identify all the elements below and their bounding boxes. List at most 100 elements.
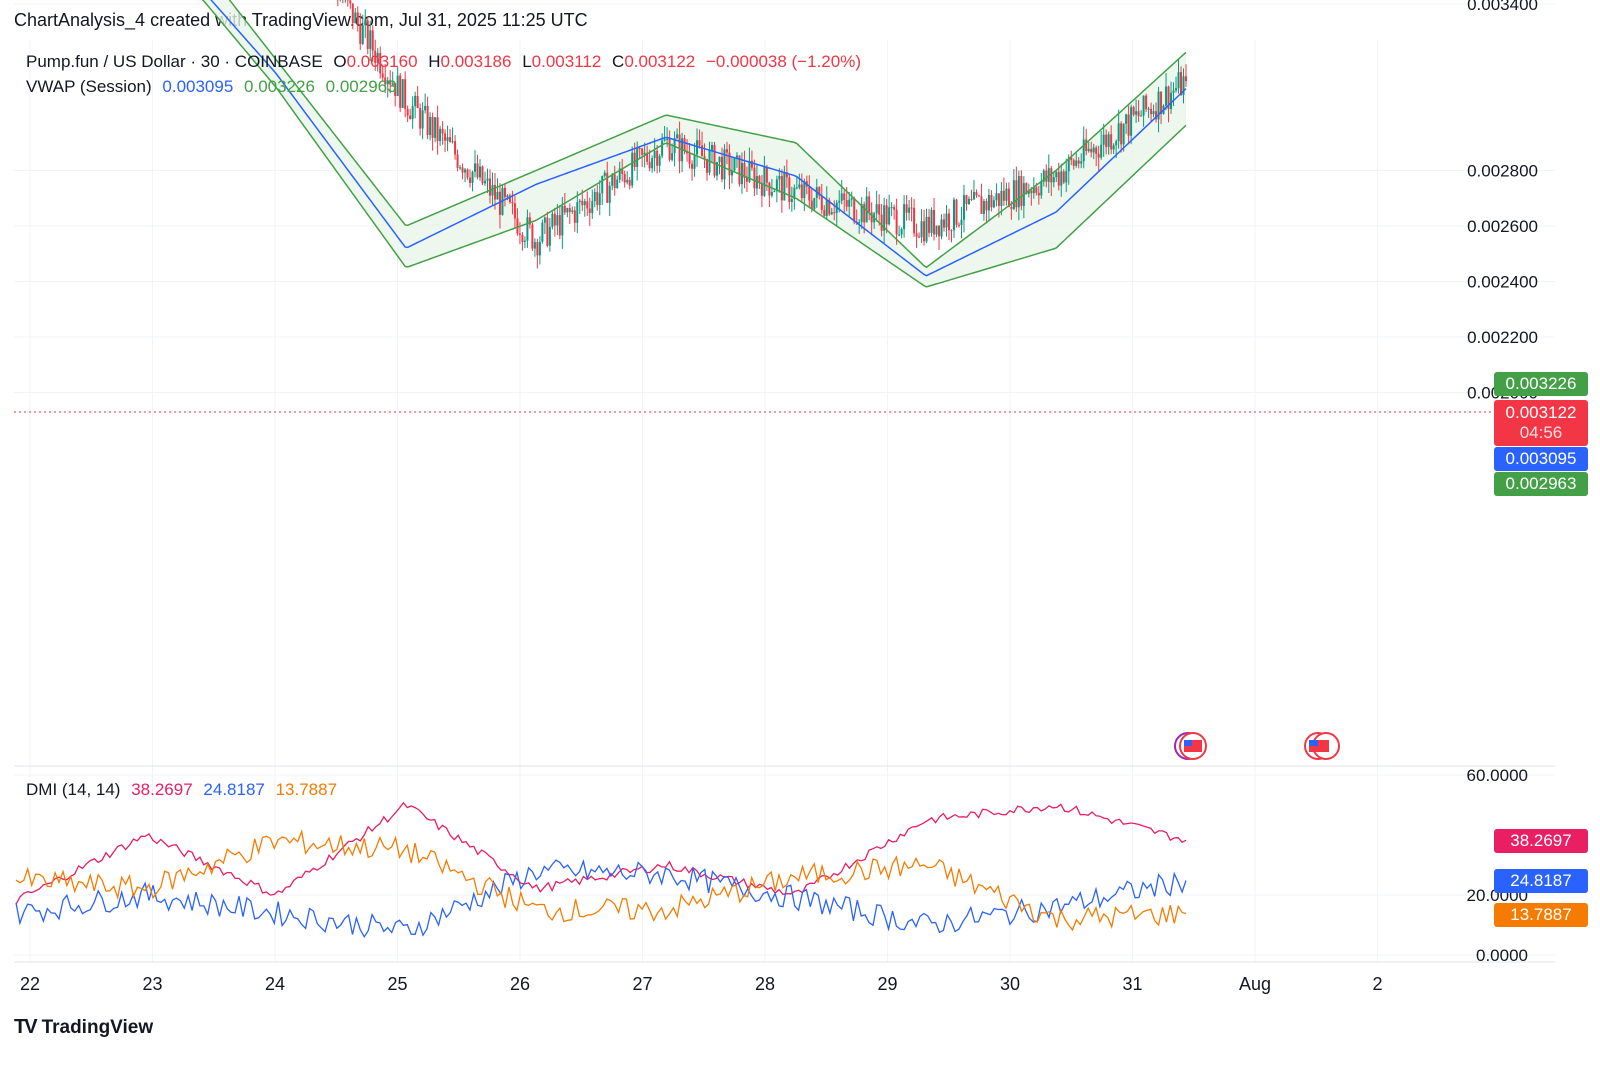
candle-body bbox=[1097, 153, 1100, 158]
candle-body bbox=[466, 169, 469, 178]
candle-body bbox=[633, 152, 636, 167]
candle-body bbox=[863, 204, 866, 223]
candle-body bbox=[371, 30, 374, 51]
tradingview-logo-icon: TV bbox=[14, 1016, 38, 1038]
candle-body bbox=[698, 140, 701, 146]
minus-di-badge: 13.7887 bbox=[1494, 903, 1588, 927]
candle-body bbox=[613, 174, 616, 189]
candle-body bbox=[845, 200, 848, 207]
candle-body bbox=[416, 95, 419, 109]
candle-body bbox=[1010, 207, 1013, 209]
candle-body bbox=[860, 204, 863, 222]
candle-body bbox=[404, 79, 407, 109]
candle-body bbox=[429, 116, 432, 136]
candle-body bbox=[1157, 91, 1160, 120]
candle-body bbox=[903, 204, 906, 230]
candle-body bbox=[878, 204, 881, 215]
candle-body bbox=[1165, 86, 1168, 106]
candle-body bbox=[730, 170, 733, 176]
candle-body bbox=[948, 213, 951, 231]
candle-body bbox=[1140, 115, 1143, 117]
candle-body bbox=[598, 193, 601, 206]
candle-body bbox=[1027, 190, 1030, 194]
candle-body bbox=[725, 149, 728, 153]
candle-body bbox=[893, 207, 896, 210]
candle-body bbox=[1052, 177, 1055, 183]
candle-body bbox=[1110, 134, 1113, 150]
candle-body bbox=[424, 105, 427, 111]
candle-body bbox=[389, 80, 392, 85]
time-tick-label: 26 bbox=[510, 974, 530, 994]
candle-body bbox=[1072, 160, 1075, 166]
candle-body bbox=[965, 195, 968, 204]
candle-body bbox=[785, 172, 788, 178]
candle-body bbox=[419, 108, 422, 129]
candle-body bbox=[414, 95, 417, 107]
vwap-badge: 0.003095 bbox=[1494, 447, 1588, 471]
candle-body bbox=[1085, 139, 1088, 152]
candle-body bbox=[493, 185, 496, 200]
candle-body bbox=[915, 233, 918, 237]
candle-body bbox=[890, 207, 893, 209]
time-tick-label: 25 bbox=[387, 974, 407, 994]
candle-body bbox=[434, 117, 437, 138]
candle-body bbox=[696, 140, 699, 155]
candle-body bbox=[1182, 76, 1185, 95]
candle-body bbox=[516, 218, 519, 234]
candle-body bbox=[728, 152, 731, 176]
event-flag-icon[interactable] bbox=[1174, 732, 1207, 760]
candle-body bbox=[359, 24, 362, 44]
candle-body bbox=[486, 178, 489, 181]
dmi-label: DMI (14, 14) bbox=[26, 780, 121, 799]
candle-body bbox=[581, 200, 584, 206]
adx-line bbox=[15, 801, 1187, 905]
candle-body bbox=[780, 175, 783, 201]
candle-body bbox=[703, 156, 706, 159]
candle-body bbox=[1147, 108, 1150, 110]
candle-body bbox=[813, 197, 816, 209]
candle-body bbox=[918, 236, 921, 238]
candle-body bbox=[1017, 176, 1020, 208]
candle-body bbox=[1137, 111, 1140, 117]
candle-body bbox=[1057, 172, 1060, 186]
candle-body bbox=[740, 162, 743, 185]
candle-body bbox=[828, 199, 831, 215]
candle-body bbox=[716, 162, 719, 176]
candle-body bbox=[1115, 141, 1118, 146]
price-tick-label: 0.002200 bbox=[1467, 328, 1538, 347]
candle-body bbox=[464, 169, 467, 173]
indicator-tick-label: 60.0000 bbox=[1467, 766, 1528, 785]
candle-body bbox=[451, 141, 454, 143]
candle-body bbox=[391, 83, 394, 85]
candle-body bbox=[606, 172, 609, 203]
candle-body bbox=[446, 137, 449, 141]
adx-value: 38.2697 bbox=[131, 780, 193, 799]
low-value: 0.003112 bbox=[531, 52, 602, 71]
footer-brand[interactable]: TV TradingView bbox=[14, 1016, 153, 1039]
candle-body bbox=[943, 219, 946, 228]
candle-body bbox=[1095, 147, 1098, 154]
candle-body bbox=[611, 174, 614, 186]
candle-body bbox=[768, 182, 771, 196]
candle-body bbox=[870, 212, 873, 223]
candle-body bbox=[858, 221, 861, 224]
candle-body bbox=[1177, 72, 1180, 89]
event-flag-icon[interactable] bbox=[1304, 732, 1340, 760]
candle-body bbox=[471, 171, 474, 183]
price-axis: 0.0044000.0042000.0040000.0038000.003600… bbox=[1467, 0, 1538, 403]
plus-di-line bbox=[15, 859, 1187, 939]
candle-body bbox=[748, 160, 751, 182]
candle-body bbox=[1005, 188, 1008, 201]
candle-body bbox=[982, 201, 985, 214]
candle-body bbox=[910, 207, 913, 209]
candle-body bbox=[548, 226, 551, 246]
candle-body bbox=[880, 214, 883, 231]
candle-body bbox=[663, 139, 666, 141]
candle-body bbox=[573, 210, 576, 223]
candle-body bbox=[957, 224, 960, 226]
candle-body bbox=[1117, 123, 1120, 142]
candle-body bbox=[479, 166, 482, 178]
time-tick-label: 2 bbox=[1372, 974, 1382, 994]
candle-body bbox=[913, 207, 916, 234]
